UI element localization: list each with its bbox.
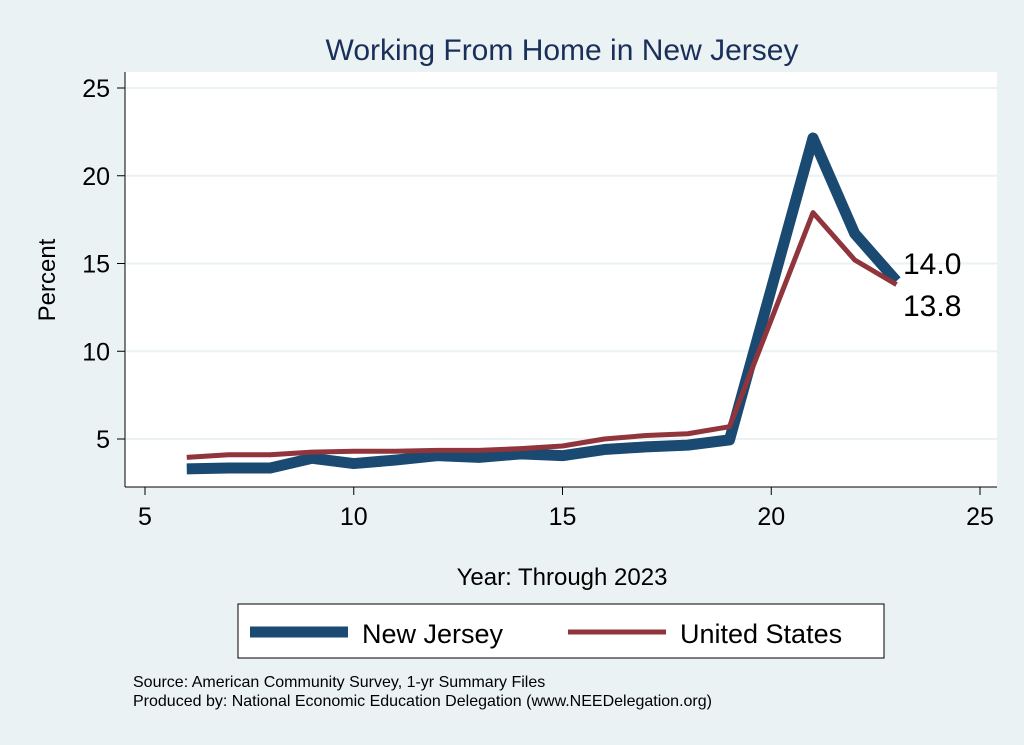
x-axis-label: Year: Through 2023 [457,564,668,591]
x-tick-label: 20 [757,503,785,531]
chart-title: Working From Home in New Jersey [326,34,799,67]
legend-label-nj: New Jersey [362,619,504,649]
y-tick-label: 15 [82,251,110,279]
annotation-us: 13.8 [903,290,961,323]
y-tick-label: 20 [82,163,110,191]
producer-note: Produced by: National Economic Education… [133,693,712,710]
y-tick-label: 10 [82,338,110,366]
y-tick-label: 5 [96,426,110,454]
x-tick-label: 15 [549,503,577,531]
annotation-nj: 14.0 [903,248,961,281]
x-tick-label: 25 [966,503,994,531]
source-note: Source: American Community Survey, 1-yr … [133,674,546,691]
y-axis-label: Percent [34,238,61,321]
series-line-united-states [186,210,898,460]
plot-area [125,72,997,487]
legend-label-us: United States [680,619,842,649]
x-tick-label: 10 [340,503,368,531]
y-tick-label: 25 [82,75,110,103]
series-line-new-jersey [186,132,901,475]
x-tick-label: 5 [138,503,152,531]
